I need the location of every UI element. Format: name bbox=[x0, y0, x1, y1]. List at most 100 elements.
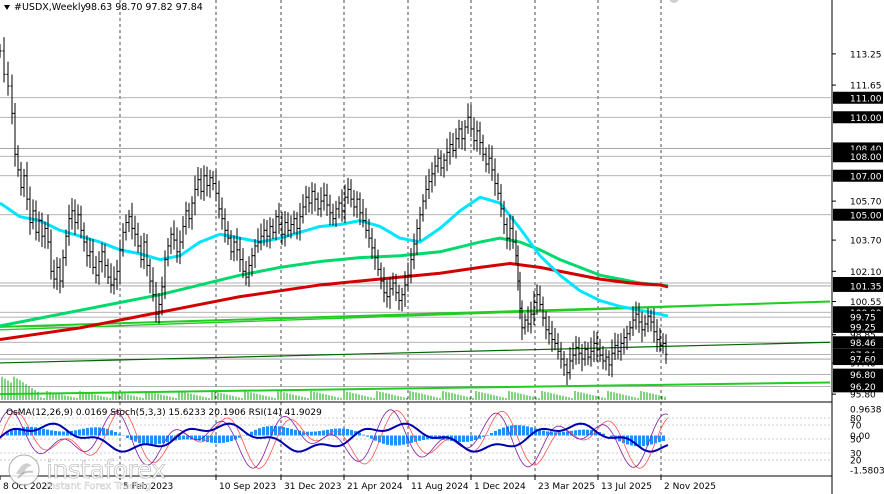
channel-lower-trendline bbox=[0, 341, 831, 364]
price-axis-label: 102.10 bbox=[850, 268, 882, 278]
osma-bar bbox=[186, 435, 189, 440]
osma-bar bbox=[406, 435, 409, 444]
osma-bar bbox=[338, 428, 341, 436]
osma-bar bbox=[258, 428, 261, 436]
indicator-axis-label: 20 bbox=[850, 457, 862, 467]
price-tag-bg bbox=[833, 311, 883, 324]
instaforex-logo: instaforex Instant Forex Trading bbox=[6, 452, 206, 492]
price-axis-label: 105.70 bbox=[850, 198, 882, 208]
stoch-main-line bbox=[0, 409, 669, 469]
indicator-axis-label: 30 bbox=[850, 450, 862, 460]
instaforex-logo-icon bbox=[8, 454, 40, 486]
osma-bar bbox=[522, 425, 525, 436]
osma-bar bbox=[342, 428, 345, 436]
osma-bar bbox=[538, 429, 541, 436]
osma-bar bbox=[410, 435, 413, 443]
osma-bar bbox=[134, 435, 137, 442]
osma-bar bbox=[238, 435, 241, 438]
rsi-line bbox=[0, 422, 669, 453]
time-axis-label: 10 Sep 2023 bbox=[219, 482, 276, 492]
price-tag-bg bbox=[833, 150, 883, 163]
osma-bar bbox=[382, 435, 385, 444]
osma-bar bbox=[110, 430, 113, 436]
price-axis-label: 113.25 bbox=[850, 50, 882, 60]
osma-bar bbox=[38, 427, 41, 436]
osma-bar bbox=[54, 430, 57, 436]
price-tag-bg bbox=[833, 169, 883, 182]
osma-bar bbox=[182, 435, 185, 440]
osma-bar bbox=[378, 435, 381, 443]
osma-bar bbox=[290, 428, 293, 436]
osma-bar bbox=[466, 435, 469, 442]
price-tag-bg bbox=[833, 279, 883, 292]
osma-bar bbox=[634, 435, 637, 447]
osma-bar bbox=[334, 428, 337, 436]
osma-bar bbox=[482, 435, 485, 437]
indicator-axis-label: 0.9638 bbox=[850, 406, 882, 416]
osma-bar bbox=[458, 435, 461, 442]
osma-bar bbox=[582, 429, 585, 436]
osma-bar bbox=[214, 435, 217, 444]
price-tag-label: 98.46 bbox=[850, 339, 876, 349]
time-axis-label: 23 Mar 2025 bbox=[538, 482, 595, 492]
channel-mid-trendline bbox=[0, 300, 831, 331]
osma-bar bbox=[542, 430, 545, 436]
osma-bar bbox=[610, 435, 613, 438]
price-tag-label: 110.00 bbox=[850, 114, 882, 124]
price-tag-label: 99.75 bbox=[850, 314, 876, 324]
osma-bar bbox=[414, 435, 417, 442]
osma-bar bbox=[98, 427, 101, 436]
osma-bar bbox=[554, 432, 557, 436]
symbol-menu-icon[interactable] bbox=[4, 5, 10, 10]
osma-bar bbox=[546, 431, 549, 436]
osma-bar bbox=[662, 435, 665, 441]
osma-bar bbox=[226, 435, 229, 443]
osma-bar bbox=[270, 425, 273, 436]
osma-bar bbox=[234, 435, 237, 440]
osma-bar bbox=[558, 432, 561, 436]
osma-bar bbox=[298, 430, 301, 436]
osma-bar bbox=[62, 431, 65, 436]
price-tag-label: 111.00 bbox=[850, 94, 882, 104]
indicator-axis-label: 70 bbox=[850, 422, 862, 432]
osma-bar bbox=[326, 429, 329, 436]
osma-bar bbox=[490, 432, 493, 436]
osma-bar bbox=[358, 432, 361, 436]
osma-bar bbox=[470, 435, 473, 442]
osma-bar bbox=[198, 435, 201, 441]
osma-bar bbox=[266, 426, 269, 436]
price-tag-label: 108.00 bbox=[850, 153, 882, 163]
osma-bar bbox=[274, 425, 277, 436]
osma-bar bbox=[510, 425, 513, 436]
osma-bar bbox=[114, 431, 117, 436]
osma-bar bbox=[154, 435, 157, 445]
ohlc-values: 98.63 98.70 97.82 97.84 bbox=[85, 2, 203, 13]
osma-bar bbox=[310, 431, 313, 436]
osma-bar bbox=[646, 435, 649, 446]
osma-bar bbox=[294, 429, 297, 436]
scroll-handle-icon[interactable] bbox=[669, 0, 679, 3]
osma-bar bbox=[210, 435, 213, 443]
osma-bar bbox=[566, 431, 569, 436]
osma-bar bbox=[46, 429, 49, 436]
price-axis-label: 97.40 bbox=[850, 359, 876, 369]
osma-bar bbox=[14, 429, 17, 436]
osma-bar bbox=[562, 431, 565, 436]
price-tag-label: 105.00 bbox=[850, 211, 882, 221]
osma-bar bbox=[418, 435, 421, 441]
osma-bar bbox=[530, 427, 533, 436]
osma-bar bbox=[402, 435, 405, 445]
osma-bar bbox=[638, 435, 641, 447]
indicator-zero-label: 0.00 bbox=[850, 432, 870, 442]
indicator-axis-label: -1.5803 bbox=[850, 467, 884, 477]
price-tag-bg bbox=[833, 353, 883, 366]
price-axis-label: 98.85 bbox=[850, 331, 876, 341]
price-tag-bg bbox=[833, 380, 883, 393]
osma-bar bbox=[230, 435, 233, 441]
osma-bar bbox=[82, 428, 85, 436]
osma-bar bbox=[390, 435, 393, 446]
osma-bar bbox=[42, 428, 45, 436]
osma-bar bbox=[146, 435, 149, 445]
